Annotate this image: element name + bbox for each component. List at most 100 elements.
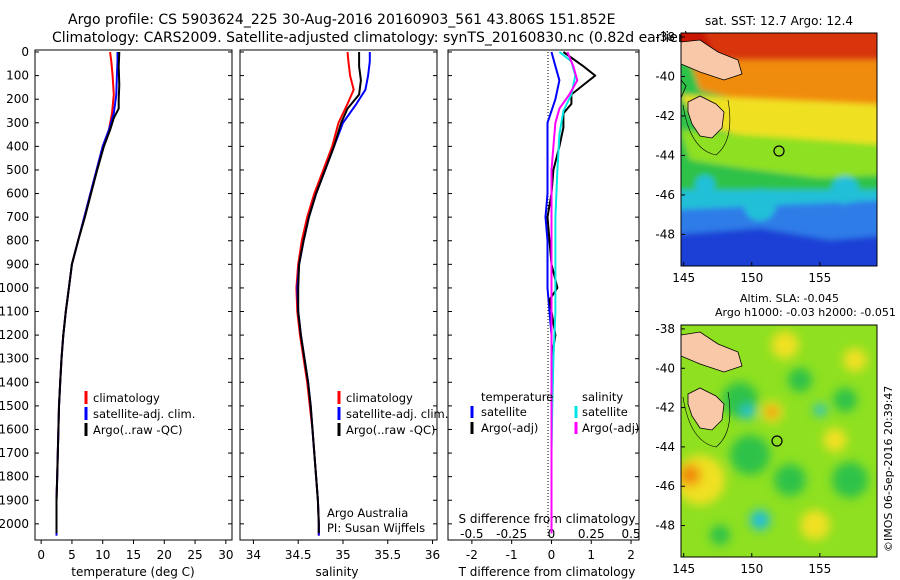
- sla-map-title-2: Argo h1000: -0.03 h2000: -0.051: [715, 306, 896, 319]
- legend-satellite-adj: satellite-adj. clim.: [346, 407, 448, 421]
- depth-tick-label: 1200: [0, 328, 29, 342]
- x-tick-label: 35: [335, 548, 350, 562]
- depth-axis: 0 100 200 300 400 500 600 700 800 900 1000 1100 1200…: [0, 45, 639, 531]
- x-tick-label: 36: [425, 548, 440, 562]
- lat-tick-label: -40: [655, 361, 675, 375]
- lat-tick-label: -40: [655, 69, 675, 83]
- sla-map: [681, 325, 877, 557]
- x-tick-label: 34: [246, 548, 261, 562]
- argo-float-marker-sla: [771, 435, 783, 447]
- salinity-series: [295, 51, 371, 536]
- depth-tick-label: 100: [6, 69, 29, 83]
- legend-header-temperature: temperature: [481, 390, 553, 404]
- legend-satellite-adj: satellite-adj. clim.: [93, 407, 195, 421]
- title-line-2: Climatology: CARS2009. Satellite-adjuste…: [52, 30, 689, 46]
- s-difference-tick-label: -0.25: [496, 527, 527, 541]
- depth-tick-label: 400: [6, 139, 29, 153]
- tasmania-landmass: [687, 387, 725, 431]
- depth-tick-label: 2000: [0, 517, 29, 531]
- depth-tick-label: 800: [6, 234, 29, 248]
- depth-tick-label: 0: [21, 45, 29, 59]
- lat-tick-label: -42: [655, 109, 675, 123]
- sst-map: [681, 33, 877, 266]
- sla-lon-axis: 145 150 155: [672, 553, 831, 576]
- salinity-xlabel: salinity: [315, 565, 358, 579]
- legend-argo: Argo(..raw -QC): [93, 423, 183, 437]
- x-tick-label: 10: [95, 548, 110, 562]
- series-line-argo-raw-qc: [297, 52, 362, 534]
- depth-tick-label: 1700: [0, 446, 29, 460]
- x-tick-label: -1: [506, 548, 518, 562]
- x-tick-label: 5: [68, 548, 76, 562]
- series-line-argo-raw-qc: [55, 51, 121, 534]
- depth-tick-label: 900: [6, 257, 29, 271]
- sla-map-title-1: Altim. SLA: -0.045: [740, 292, 839, 305]
- x-tick-label: 2: [627, 548, 635, 562]
- t-difference-xlabel: T difference from climatology: [458, 565, 636, 579]
- depth-tick-label: 300: [6, 116, 29, 130]
- series-line-salinity-argo-adj: [550, 51, 579, 534]
- lat-tick-label: -42: [655, 401, 675, 415]
- legend-temp-argo: Argo(-adj): [481, 421, 538, 435]
- depth-tick-label: 1500: [0, 399, 29, 413]
- temperature-x-axis: 0 5 10 15 20 25 30: [37, 540, 233, 562]
- depth-tick-label: 1400: [0, 375, 29, 389]
- legend-sal-satellite: satellite: [582, 405, 628, 419]
- temperature-series: [55, 51, 121, 536]
- s-difference-tick-label: 0: [548, 527, 556, 541]
- x-tick-label: 35.5: [374, 548, 401, 562]
- depth-tick-label: 1800: [0, 470, 29, 484]
- lat-tick-label: -46: [655, 479, 675, 493]
- depth-tick-label: 600: [6, 187, 29, 201]
- x-tick-label: 0: [548, 548, 556, 562]
- legend-climatology: climatology: [346, 391, 413, 405]
- t-difference-x-axis: -2 -1 0 1 2: [466, 540, 635, 562]
- lon-tick-label: 145: [672, 562, 695, 576]
- mainland-landmass: [681, 39, 743, 81]
- temperature-legend: climatology satellite-adj. clim. Argo(..…: [84, 391, 195, 437]
- lat-tick-label: -48: [655, 519, 675, 533]
- salinity-x-axis: 34 34.5 35 35.5 36: [246, 540, 440, 562]
- salinity-panel: [239, 49, 438, 541]
- s-difference-xlabel: S difference from climatology: [459, 512, 636, 526]
- series-line-satellite-adj-clim: [55, 52, 119, 536]
- difference-series: [544, 51, 597, 534]
- x-tick-label: 25: [187, 548, 202, 562]
- depth-tick-label: 1600: [0, 422, 29, 436]
- series-line-climatology: [295, 51, 355, 536]
- series-line-climatology: [55, 51, 115, 536]
- series-line-satellite-adj-clim: [296, 52, 371, 536]
- temperature-panel: [34, 49, 233, 541]
- legend-sal-argo: Argo(-adj): [582, 421, 639, 435]
- x-tick-label: 30: [218, 548, 233, 562]
- s-difference-tick-label: -0.5: [460, 527, 483, 541]
- sla-lat-axis: -38 -40 -42 -44 -46 -48: [655, 322, 685, 533]
- sst-lon-axis: 145 150 155: [672, 262, 831, 285]
- depth-tick-label: 1300: [0, 352, 29, 366]
- argo-australia-annotation: Argo Australia: [327, 506, 408, 520]
- salinity-legend: climatology satellite-adj. clim. Argo(..…: [337, 391, 448, 437]
- depth-tick-label: 1000: [0, 281, 29, 295]
- legend-temp-satellite: satellite: [481, 405, 527, 419]
- title-line-1: Argo profile: CS 5903624_225 30-Aug-2016…: [68, 12, 616, 28]
- lon-tick-label: 155: [808, 271, 831, 285]
- depth-tick-label: 200: [6, 92, 29, 106]
- legend-climatology: climatology: [93, 391, 160, 405]
- x-tick-label: 15: [126, 548, 141, 562]
- x-tick-label: 1: [587, 548, 595, 562]
- lat-tick-label: -48: [655, 227, 675, 241]
- difference-legend: temperature salinity satellite Argo(-adj…: [470, 390, 639, 435]
- x-tick-label: 34.5: [285, 548, 312, 562]
- s-difference-x-axis: -0.5 -0.25 0 0.25 0.5: [460, 527, 640, 541]
- lon-tick-label: 145: [672, 271, 695, 285]
- sst-map-frame: [680, 32, 878, 267]
- lat-tick-label: -38: [655, 322, 675, 336]
- argo-float-marker-sst: [773, 145, 785, 157]
- temperature-xlabel: temperature (deg C): [71, 565, 194, 579]
- imos-watermark: ©IMOS 06-Sep-2016 20:39:47: [882, 386, 895, 552]
- lon-tick-label: 150: [740, 271, 763, 285]
- depth-tick-label: 1900: [0, 493, 29, 507]
- x-tick-label: -2: [466, 548, 478, 562]
- s-difference-tick-label: 0.25: [578, 527, 605, 541]
- depth-tick-label: 500: [6, 163, 29, 177]
